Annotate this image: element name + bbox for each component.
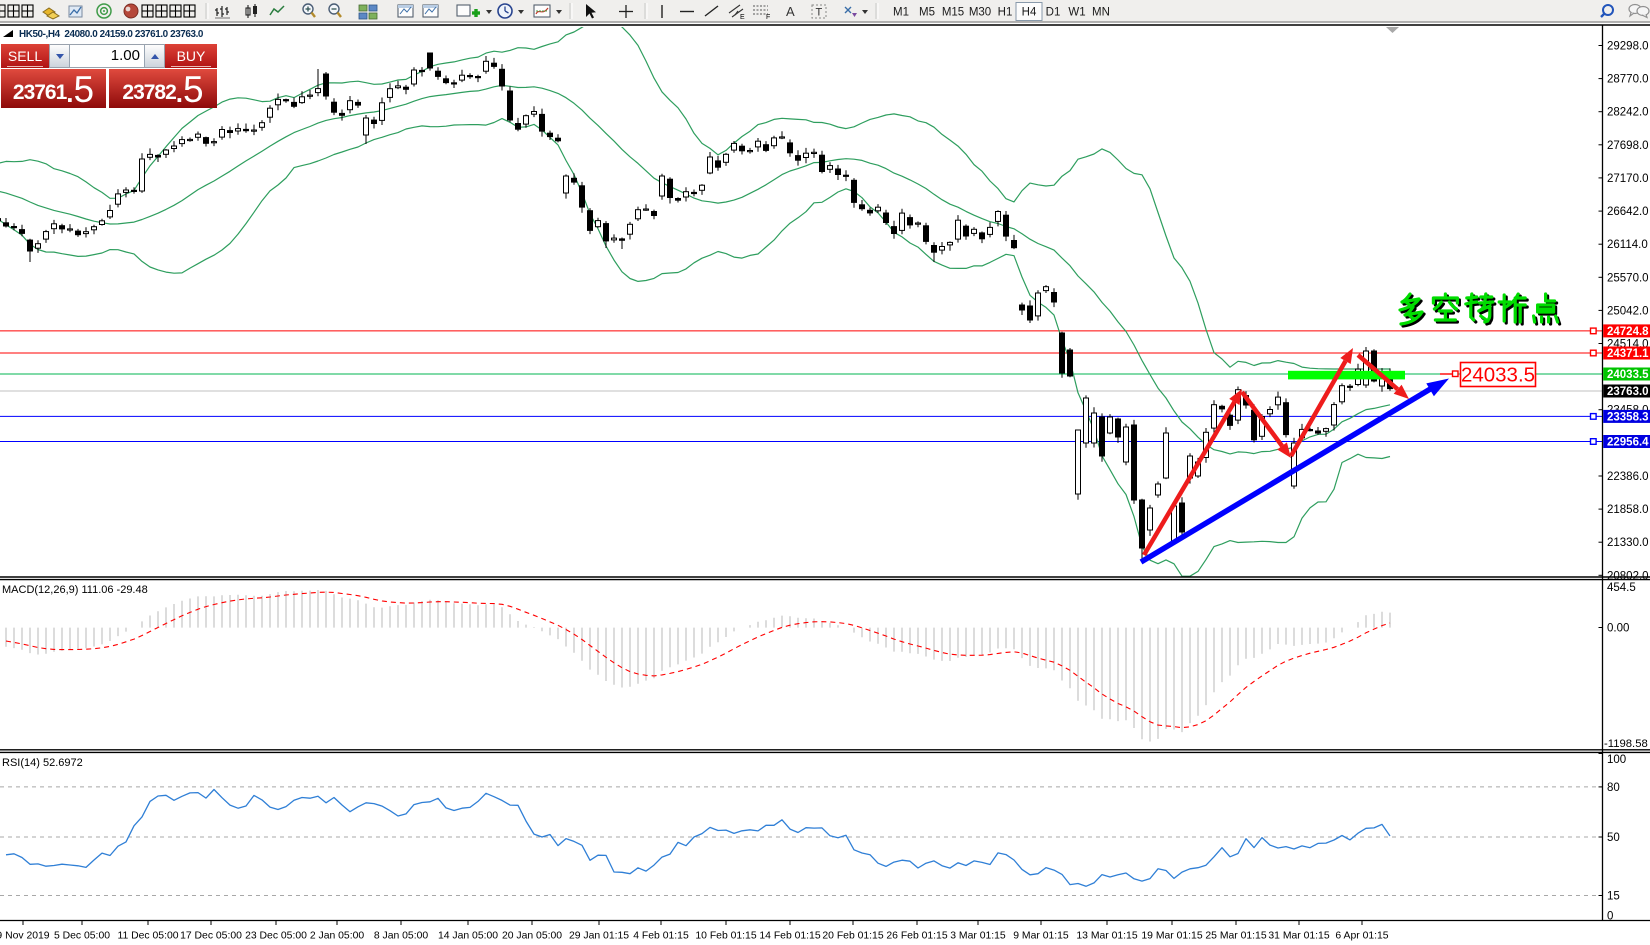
svg-text:4 Feb 01:15: 4 Feb 01:15 (633, 931, 689, 942)
svg-text:A: A (786, 4, 795, 19)
svg-text:-1198.58: -1198.58 (1604, 738, 1648, 750)
svg-text:27698.0: 27698.0 (1607, 140, 1649, 152)
svg-text:25570.0: 25570.0 (1607, 272, 1649, 284)
svg-text:9 Nov 2019: 9 Nov 2019 (0, 931, 50, 942)
svg-text:23763.0: 23763.0 (1607, 386, 1649, 398)
svg-text:14 Feb 01:15: 14 Feb 01:15 (759, 931, 820, 942)
svg-text:26642.0: 26642.0 (1607, 206, 1649, 218)
svg-text:13 Mar 01:15: 13 Mar 01:15 (1076, 931, 1137, 942)
svg-text:6 Apr 01:15: 6 Apr 01:15 (1335, 931, 1388, 942)
svg-text:20802.0: 20802.0 (1607, 570, 1649, 582)
svg-text:23358.3: 23358.3 (1607, 412, 1649, 424)
svg-text:2 Jan 05:00: 2 Jan 05:00 (310, 931, 365, 942)
svg-text:20 Jan 05:00: 20 Jan 05:00 (502, 931, 562, 942)
svg-text:28242.0: 28242.0 (1607, 107, 1649, 119)
svg-text:E: E (740, 14, 745, 21)
svg-text:HK50-,H4 24080.0 24159.0 2376: HK50-,H4 24080.0 24159.0 23761.0 23763.0 (19, 29, 204, 40)
svg-text:29298.0: 29298.0 (1607, 41, 1649, 53)
svg-text:26 Feb 01:15: 26 Feb 01:15 (886, 931, 947, 942)
svg-text:100: 100 (1607, 754, 1626, 766)
svg-text:W1: W1 (1068, 7, 1085, 19)
svg-text:24371.1: 24371.1 (1607, 348, 1649, 360)
svg-text:M15: M15 (942, 7, 964, 19)
svg-text:25042.0: 25042.0 (1607, 305, 1649, 317)
svg-text:M5: M5 (919, 7, 935, 19)
svg-text:MACD(12,26,9) 111.06 -29.48: MACD(12,26,9) 111.06 -29.48 (2, 584, 148, 596)
svg-text:22956.4: 22956.4 (1607, 437, 1649, 449)
svg-text:26114.0: 26114.0 (1607, 239, 1648, 251)
svg-text:23 Dec 05:00: 23 Dec 05:00 (245, 931, 307, 942)
svg-text:31 Mar 01:15: 31 Mar 01:15 (1268, 931, 1329, 942)
svg-text:MN: MN (1092, 7, 1110, 19)
svg-text:15: 15 (1607, 891, 1620, 903)
svg-text:20 Feb 01:15: 20 Feb 01:15 (822, 931, 883, 942)
svg-text:24033.5: 24033.5 (1461, 364, 1535, 387)
svg-text:M1: M1 (893, 7, 909, 19)
svg-text:0: 0 (1607, 911, 1613, 923)
svg-text:0.00: 0.00 (1607, 623, 1629, 635)
svg-text:9 Mar 01:15: 9 Mar 01:15 (1013, 931, 1069, 942)
svg-text:27170.0: 27170.0 (1607, 173, 1649, 185)
svg-text:14 Jan 05:00: 14 Jan 05:00 (438, 931, 498, 942)
svg-text:H4: H4 (1022, 7, 1037, 19)
svg-text:M30: M30 (969, 7, 991, 19)
svg-text:T: T (816, 7, 823, 19)
svg-text:28770.0: 28770.0 (1607, 74, 1649, 86)
svg-text:RSI(14) 52.6972: RSI(14) 52.6972 (2, 757, 83, 769)
svg-text:21330.0: 21330.0 (1607, 537, 1649, 549)
svg-text:22386.0: 22386.0 (1607, 471, 1649, 483)
svg-text:17 Dec 05:00: 17 Dec 05:00 (180, 931, 242, 942)
svg-text:80: 80 (1607, 782, 1620, 794)
svg-text:24033.5: 24033.5 (1607, 369, 1649, 381)
svg-text:25 Mar 01:15: 25 Mar 01:15 (1205, 931, 1266, 942)
svg-text:50: 50 (1607, 832, 1620, 844)
svg-text:24724.8: 24724.8 (1607, 326, 1649, 338)
svg-text:21858.0: 21858.0 (1607, 504, 1649, 516)
svg-text:10 Feb 01:15: 10 Feb 01:15 (695, 931, 756, 942)
svg-text:11 Dec 05:00: 11 Dec 05:00 (117, 931, 178, 942)
svg-text:F: F (766, 14, 770, 21)
svg-text:454.5: 454.5 (1607, 582, 1636, 594)
svg-text:8 Jan 05:00: 8 Jan 05:00 (374, 931, 429, 942)
svg-text:19 Mar 01:15: 19 Mar 01:15 (1141, 931, 1202, 942)
svg-text:3 Mar 01:15: 3 Mar 01:15 (950, 931, 1006, 942)
svg-text:5 Dec 05:00: 5 Dec 05:00 (54, 931, 110, 942)
svg-text:H1: H1 (998, 7, 1013, 19)
svg-text:29 Jan 01:15: 29 Jan 01:15 (569, 931, 629, 942)
svg-text:D1: D1 (1046, 7, 1061, 19)
